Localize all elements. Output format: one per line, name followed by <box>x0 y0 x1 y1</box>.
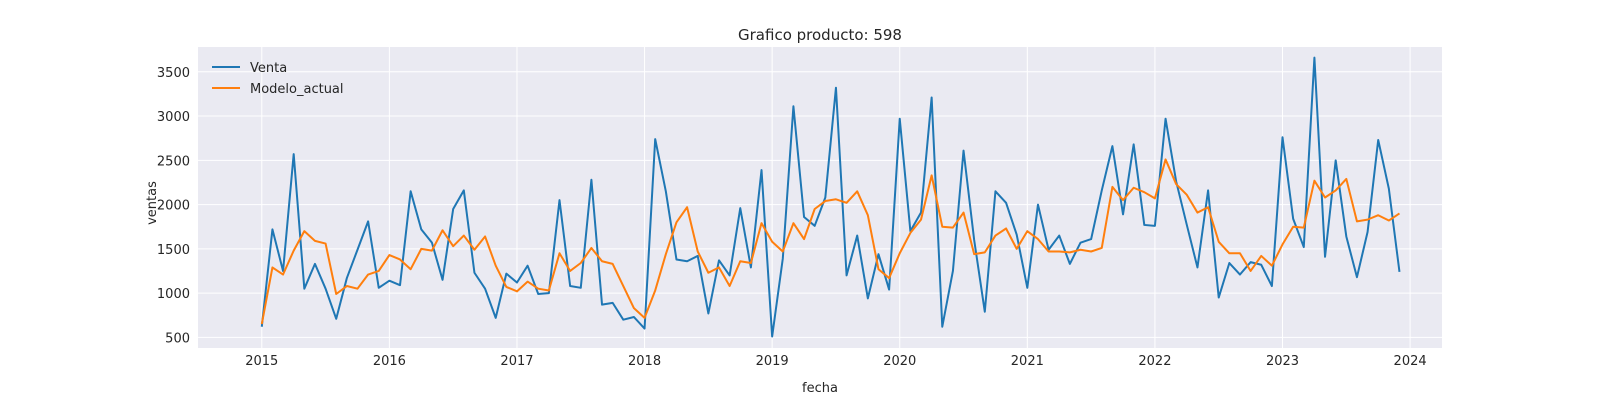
x-tick-label: 2024 <box>1394 354 1427 369</box>
y-tick-label: 1500 <box>157 243 190 258</box>
x-tick-label: 2023 <box>1266 354 1299 369</box>
y-axis-label: ventas <box>145 181 160 225</box>
x-tick-label: 2020 <box>883 354 916 369</box>
x-tick-label: 2018 <box>628 354 661 369</box>
legend: Venta Modelo_actual <box>212 61 344 97</box>
y-tick-labels: 500 1000 1500 2000 2500 3000 3500 <box>157 66 190 347</box>
plot-background <box>198 47 1442 348</box>
series-line-venta <box>260 56 1401 338</box>
y-tick-label: 3500 <box>157 66 190 81</box>
y-tick-label: 500 <box>165 331 190 346</box>
y-tick-label: 2000 <box>157 199 190 214</box>
x-tick-labels: 2015 2016 2017 2018 2019 2020 2021 2022 2023 2024 <box>245 354 1426 369</box>
legend-label-modelo-actual: Modelo_actual <box>250 82 344 97</box>
y-tick-label: 1000 <box>157 287 190 302</box>
x-axis-label: fecha <box>802 381 838 396</box>
x-tick-label: 2016 <box>373 354 406 369</box>
x-tick-label: 2021 <box>1011 354 1044 369</box>
chart-title: Grafico producto: 598 <box>738 26 902 44</box>
x-tick-label: 2015 <box>245 354 278 369</box>
y-tick-label: 2500 <box>157 154 190 169</box>
series-layer <box>260 56 1401 338</box>
x-tick-label: 2017 <box>500 354 533 369</box>
legend-label-venta: Venta <box>250 61 287 76</box>
grid-lines <box>198 47 1442 348</box>
x-tick-label: 2019 <box>756 354 789 369</box>
y-tick-label: 3000 <box>157 110 190 125</box>
x-tick-label: 2022 <box>1138 354 1171 369</box>
series-line-modelo-actual <box>260 158 1401 325</box>
